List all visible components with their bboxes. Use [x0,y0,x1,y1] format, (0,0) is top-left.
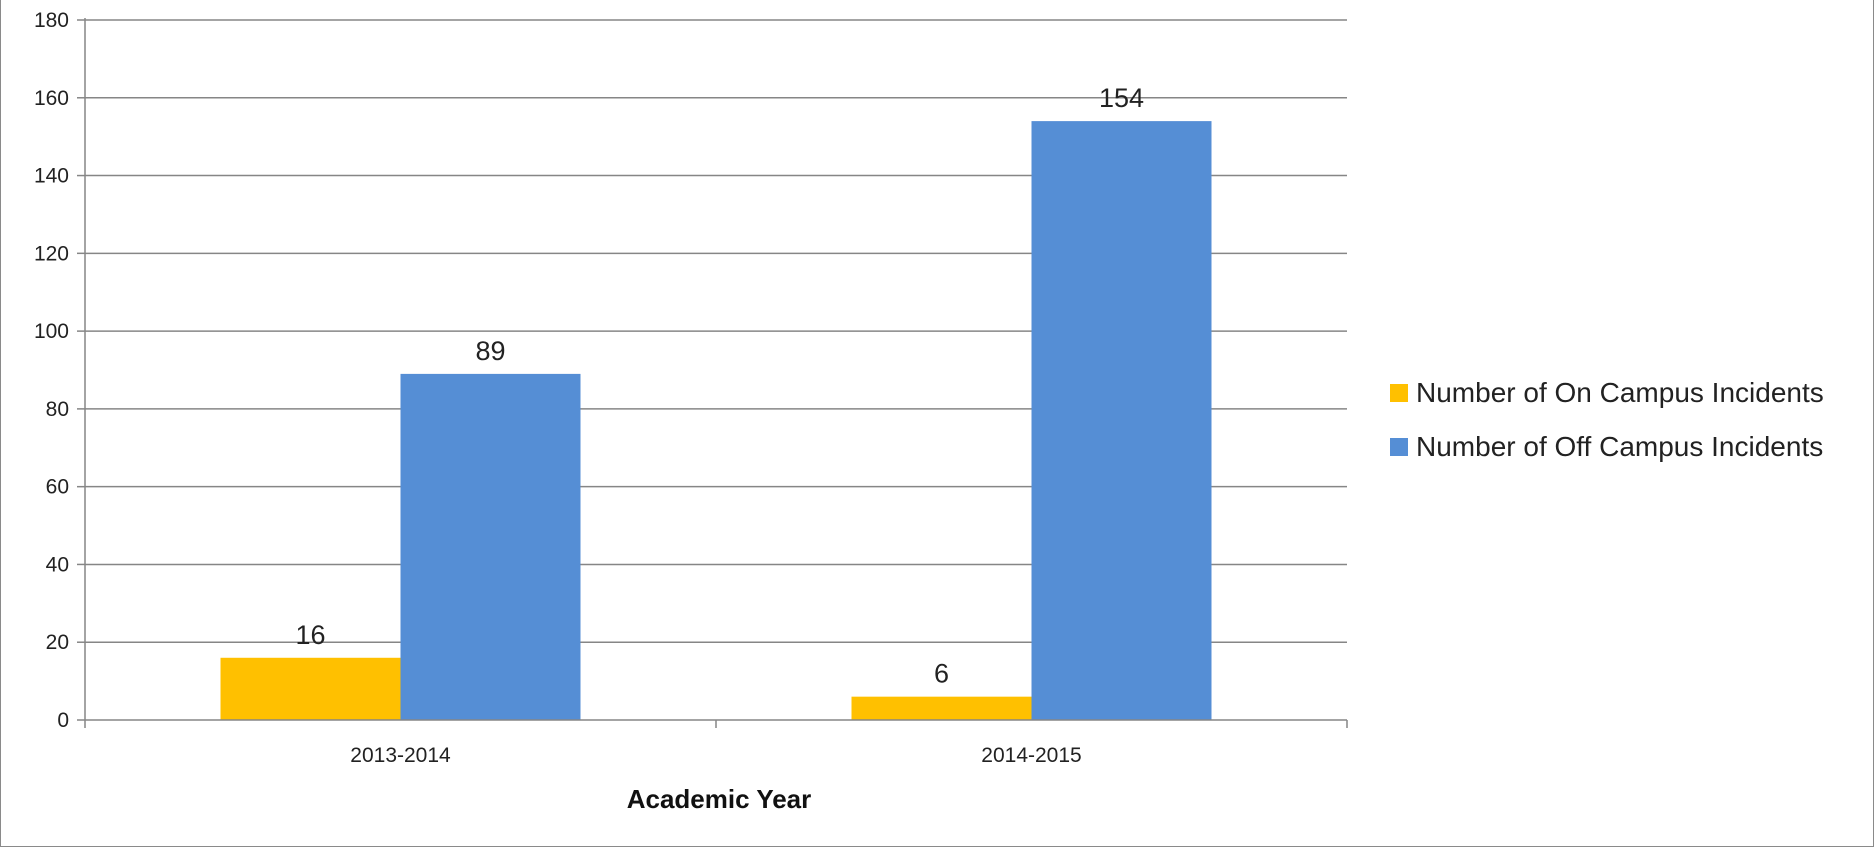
data-label: 16 [295,620,325,650]
data-label: 6 [934,659,949,689]
legend-label: Number of Off Campus Incidents [1416,431,1823,462]
y-tick-label: 60 [46,476,69,499]
y-tick-label: 180 [34,9,69,32]
y-tick-label: 80 [46,398,69,421]
bars [220,121,1212,721]
bar-off-campus-2014-2015 [1031,121,1212,721]
x-tick-label: 2013-2014 [350,744,451,767]
bar-on-campus-2013-2014 [220,657,401,720]
axes: 0 20 40 60 80 100 120 140 160 180 2013-2014 2014-20… [34,9,1348,767]
x-axis-title: Academic Year [627,784,812,814]
y-tick-label: 40 [46,553,69,576]
legend-swatch [1390,384,1408,402]
bar-on-campus-2014-2015 [851,696,1032,720]
y-tick-label: 160 [34,87,69,110]
data-labels: 16 89 6 154 [295,83,1144,689]
legend: Number of On Campus Incidents Number of O… [1390,377,1824,462]
y-tick-label: 140 [34,165,69,188]
x-tick-label: 2014-2015 [981,744,1081,767]
bar-off-campus-2013-2014 [400,373,581,720]
data-label: 154 [1099,83,1144,113]
data-label: 89 [475,336,505,366]
y-tick-label: 100 [34,320,69,343]
legend-swatch [1390,438,1408,456]
y-tick-label: 0 [57,709,69,732]
y-tick-label: 20 [46,631,69,654]
y-tick-label: 120 [34,242,69,265]
legend-label: Number of On Campus Incidents [1416,377,1824,408]
gridlines [85,19,1347,643]
